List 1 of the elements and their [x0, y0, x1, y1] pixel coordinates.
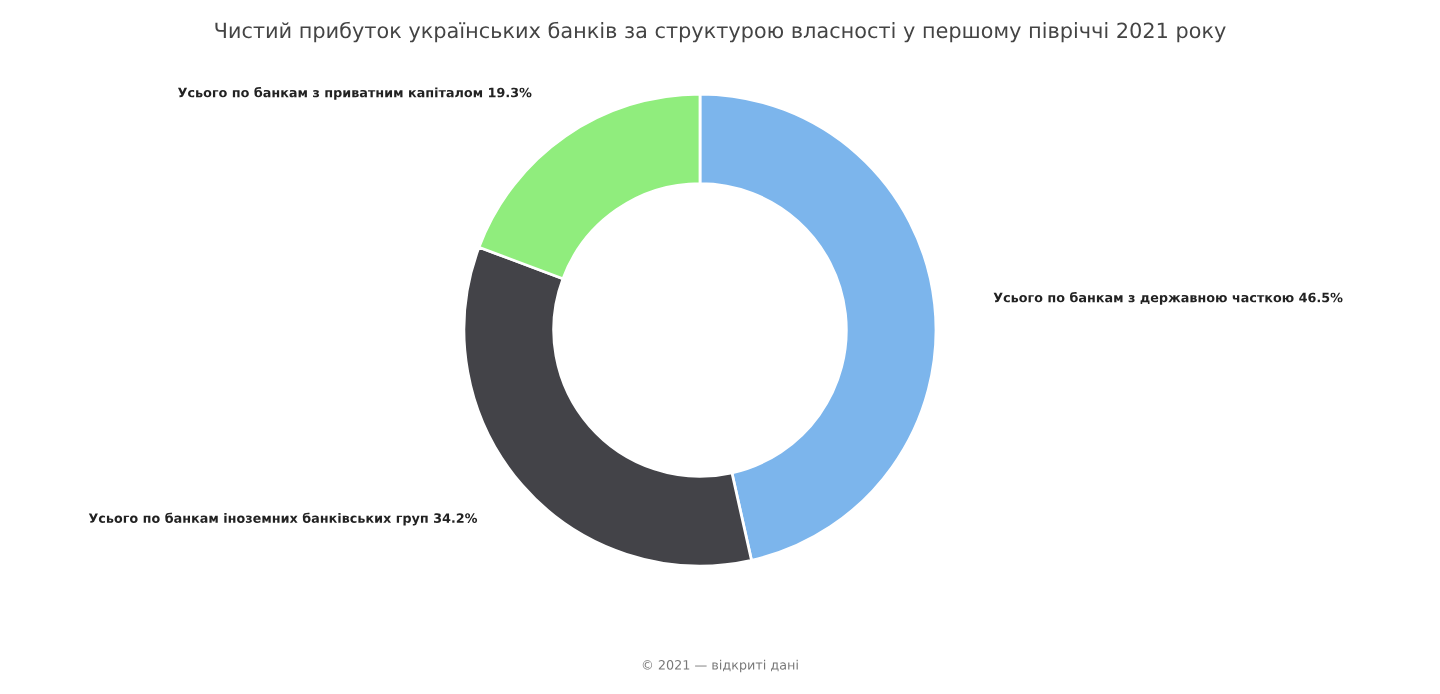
chart-title: Чистий прибуток українських банків за структурою власності у першому півріччі 2021 року	[215, 21, 1226, 43]
